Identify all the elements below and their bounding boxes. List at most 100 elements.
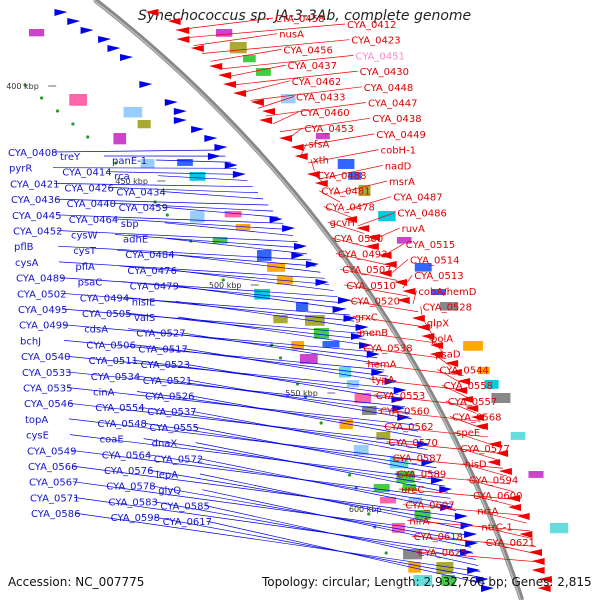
gene-label-blue: CYA_0494 [80,293,129,304]
gene-label-blue: pflA [75,262,95,273]
reverse-gene-arrow [454,387,468,394]
feature-block [137,120,151,129]
forward-gene-arrow [359,342,373,349]
label-leader-lines [51,17,542,585]
forward-gene-arrow [67,18,81,25]
gene-label-blue: CYA_0511 [89,356,138,367]
leader-line-blue [169,253,321,273]
marker-dot [55,109,60,113]
gene-label-red: CYA_0562 [384,422,433,433]
gene-label-blue: sbp [121,219,139,230]
gene-label-blue: CYA_0502 [17,289,66,300]
gene-label-blue: CYA_0440 [67,199,116,210]
leader-line-red [340,268,398,281]
gene-label-red: CYA_0430 [360,67,409,78]
leader-line-red [415,551,542,563]
feature-block [463,341,483,351]
gene-label-red: CYA_0513 [414,271,463,282]
feature-block [408,497,422,504]
gene-label-red: CYA_0515 [406,240,455,251]
gene-label-red: sfsA [309,140,330,151]
leader-line-red [323,206,353,219]
leader-line-blue [186,379,412,420]
leader-line-red [358,212,396,226]
gene-label-red: CYA_0577 [460,444,509,455]
feature-block [348,172,361,180]
gene-label-blue: CYA_0567 [29,478,78,489]
gene-label-blue: CYA_0489 [16,274,65,285]
gene-label-red: CYA_0507 [342,265,391,276]
reverse-gene-arrow [474,423,488,430]
leader-line-red [265,102,367,117]
gene-label-blue: CYA_0583 [108,497,157,508]
gene-label-blue: CYA_0572 [154,454,203,465]
gene-label-blue: pyrR [9,164,32,175]
leader-line-red [402,274,413,289]
leader-line-red [352,315,428,328]
feature-block [413,575,433,586]
gene-label-blue: adhE [123,235,148,246]
reverse-gene-arrow [250,99,264,106]
gene-label-blue: CYA_0571 [30,493,79,504]
reverse-gene-arrow [445,360,459,367]
backbone-arc [93,0,525,600]
gene-label-blue: cdsA [84,325,108,336]
feature-block [215,29,233,37]
leader-line-blue [119,265,330,285]
leader-line-red [407,520,530,532]
gene-label-blue: CYA_0476 [127,266,176,277]
reverse-gene-arrow [402,288,416,295]
marker-dot [367,512,371,516]
leader-line-blue [73,497,474,554]
forward-gene-arrow [207,153,221,160]
gene-label-blue: CYA_0540 [21,352,70,363]
reverse-gene-arrow [537,585,551,592]
leader-line-red [210,49,282,62]
reverse-gene-arrow [396,297,410,304]
map-title: Synechococcus sp. JA-3-3Ab, complete gen… [138,8,472,24]
feature-block [177,159,193,166]
marker-dot [165,213,169,217]
leader-line-red [458,447,500,461]
feature-block [254,289,270,300]
leader-line-blue [72,481,467,536]
leader-line-blue [112,218,289,230]
reverse-gene-arrow [314,180,328,187]
reverse-gene-arrow [531,567,545,574]
feature-block [408,562,421,573]
gene-label-red: msrA [389,177,415,188]
leader-line-red [335,253,387,266]
forward-gene-arrow [481,585,495,592]
leader-line-blue [123,296,355,322]
leader-line-red [483,541,539,555]
gene-label-red: cobA/hemD [418,287,476,298]
leader-line-blue [108,187,258,194]
gene-label-blue: topA [25,415,48,426]
reverse-gene-arrow [176,27,190,34]
reverse-gene-arrow [495,450,509,457]
leader-line-blue [57,245,312,261]
leader-line-blue [74,512,481,573]
leader-line-blue [61,308,362,334]
gene-label-blue: CYA_0548 [97,419,146,430]
leader-line-blue [197,457,456,511]
forward-gene-arrow [366,351,380,358]
reverse-gene-arrow [411,315,425,322]
forward-gene-arrow [475,576,489,583]
leader-line-blue [154,516,483,579]
leader-line-red [314,174,328,187]
leader-line-red [377,410,481,422]
leader-line-red [327,221,365,234]
reverse-gene-arrow [290,144,304,151]
feature-block [224,211,242,218]
leader-line-red [286,127,303,140]
gene-label-red: ruvA [402,224,425,235]
leader-line-red [373,394,473,407]
forward-gene-arrow [214,144,228,151]
gene-label-blue: cysW [71,231,98,242]
feature-block [528,471,544,478]
leader-line-red [394,472,511,485]
leader-line-red [361,347,447,360]
leader-line-blue [145,453,454,505]
reverse-gene-arrow [218,72,232,79]
